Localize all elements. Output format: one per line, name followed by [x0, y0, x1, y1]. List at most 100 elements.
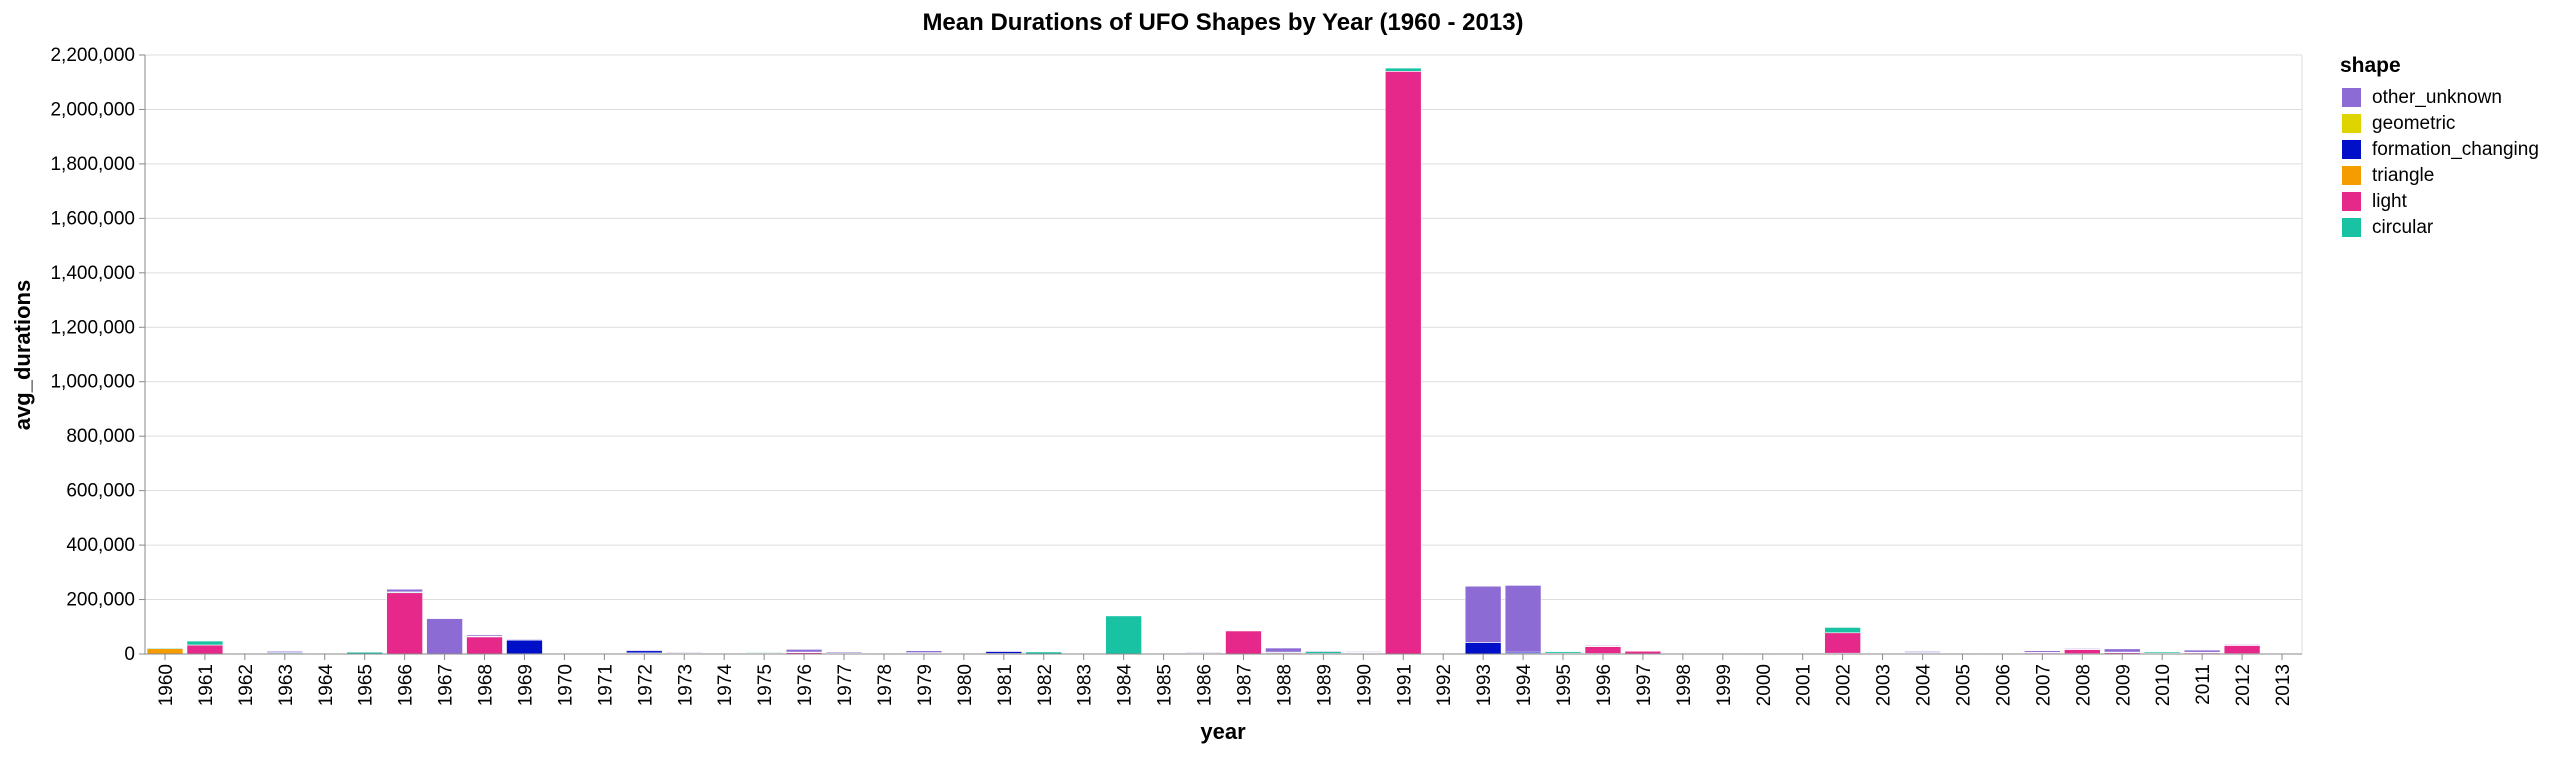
x-tick-label: 1966	[396, 664, 417, 706]
bar-segment-formation_changing-1969	[506, 639, 543, 655]
bar-segment-other_unknown-1993	[1464, 585, 1502, 643]
bar-segment-other_unknown-2008	[2064, 647, 2101, 650]
x-tick-label: 2001	[1794, 664, 1815, 706]
y-tick-label: 600,000	[66, 481, 135, 502]
x-tick-label: 2008	[2073, 664, 2094, 706]
bar-segment-other_unknown-1982	[1025, 650, 1063, 653]
x-tick-label: 1996	[1594, 664, 1615, 706]
x-tick-label: 2010	[2153, 664, 2174, 706]
x-tick-label: 1974	[715, 664, 736, 707]
bar-segment-other_unknown-2013	[2263, 652, 2301, 654]
bar-segment-other_unknown-1978	[865, 651, 903, 653]
legend-label-triangle: triangle	[2372, 165, 2434, 186]
bar-segment-other_unknown-1998	[1664, 651, 1702, 654]
y-tick-label: 1,000,000	[50, 372, 135, 393]
legend-label-light: light	[2372, 191, 2408, 212]
legend-swatch-formation_changing	[2342, 140, 2361, 159]
legend-label-geometric: geometric	[2372, 113, 2455, 134]
bar-segment-other_unknown-1989	[1305, 650, 1342, 652]
x-tick-label: 1994	[1514, 664, 1535, 707]
chart-title: Mean Durations of UFO Shapes by Year (19…	[922, 9, 1523, 36]
bar-segment-other_unknown-2011	[2183, 649, 2221, 653]
x-tick-label: 1993	[1474, 664, 1495, 706]
bar-segment-other_unknown-1965	[346, 651, 383, 653]
x-tick-label: 1983	[1075, 664, 1096, 706]
bar-segment-other_unknown-1968	[466, 634, 503, 637]
x-tick-label: 1972	[635, 664, 656, 706]
bar-segment-other_unknown-1988	[1265, 647, 1302, 653]
bar-segment-other_unknown-2007	[2024, 650, 2061, 653]
legend-swatch-other_unknown	[2342, 88, 2361, 107]
y-tick-label: 1,800,000	[50, 154, 135, 175]
x-tick-label: 1998	[1674, 664, 1695, 706]
x-tick-label: 1975	[755, 664, 776, 706]
y-tick-label: 800,000	[66, 426, 135, 447]
x-tick-label: 1982	[1035, 664, 1056, 706]
x-tick-label: 2011	[2193, 664, 2214, 705]
grid-lines	[145, 54, 2303, 655]
x-tick-label: 1960	[156, 664, 177, 706]
x-tick-label: 1991	[1394, 664, 1415, 706]
bar-segment-other_unknown-1977	[825, 651, 863, 654]
x-tick-label: 1985	[1155, 664, 1176, 706]
bar-segment-other_unknown-2005	[1944, 652, 1981, 654]
bar-segment-other_unknown-1976	[785, 649, 823, 653]
x-tick-label: 1992	[1434, 664, 1455, 706]
bar-segment-other_unknown-2000	[1744, 652, 1782, 654]
axes: 0 200,000 400,000 600,000 800,000 1,000,000 1,…	[50, 45, 2302, 706]
bar-segment-formation_changing-1993	[1464, 642, 1502, 655]
x-tick-label: 2006	[1993, 664, 2014, 706]
x-tick-label: 1968	[476, 664, 497, 706]
bar-segment-light-2008	[2064, 649, 2101, 654]
y-tick-label: 200,000	[66, 590, 135, 611]
bar-segment-other_unknown-1963	[266, 650, 304, 653]
x-tick-label: 1961	[196, 664, 217, 706]
bar-segment-other_unknown-2001	[1784, 651, 1821, 654]
x-tick-label: 1970	[555, 664, 576, 706]
x-tick-label: 2012	[2233, 664, 2254, 706]
x-tick-label: 2004	[1914, 664, 1935, 707]
bar-segment-other_unknown-1979	[905, 650, 943, 653]
x-tick-label: 1973	[675, 664, 696, 706]
x-tick-label: 1995	[1554, 664, 1575, 706]
x-tick-label: 1964	[316, 664, 337, 707]
x-tick-label: 1965	[356, 664, 377, 706]
bar-segment-other_unknown-1985	[1145, 652, 1182, 654]
x-tick-label: 1976	[795, 664, 816, 706]
bar-segment-other_unknown-1999	[1704, 652, 1742, 654]
bar-segment-other_unknown-1967	[426, 618, 463, 655]
x-tick-label: 1981	[995, 664, 1016, 706]
bar-segment-other_unknown-1975	[745, 651, 783, 653]
bar-segment-other_unknown-1969	[506, 638, 543, 641]
bar-segment-other_unknown-1990	[1345, 651, 1382, 653]
legend-swatch-light	[2342, 192, 2361, 211]
x-tick-label: 2002	[1834, 664, 1855, 706]
bar-segment-other_unknown-2006	[1984, 651, 2021, 653]
bar-segment-other_unknown-1961	[186, 640, 224, 642]
bar-segment-other_unknown-1997	[1624, 649, 1662, 652]
legend-swatch-triangle	[2342, 166, 2361, 185]
y-tick-label: 2,000,000	[50, 99, 135, 120]
y-tick-label: 0	[124, 644, 135, 665]
x-tick-label: 1988	[1274, 664, 1295, 706]
x-tick-label: 1986	[1195, 664, 1216, 706]
bar-segment-other_unknown-2012	[2223, 643, 2261, 646]
bar-segment-other_unknown-1972	[626, 649, 663, 652]
bar-segment-other_unknown-1987	[1225, 629, 1262, 631]
bar-segment-other_unknown-2004	[1904, 651, 1941, 653]
x-tick-label: 2007	[2033, 664, 2054, 706]
bar-segment-other_unknown-1974	[705, 652, 743, 654]
x-tick-label: 2005	[1953, 664, 1974, 706]
x-tick-label: 1980	[955, 664, 976, 706]
x-tick-label: 1987	[1234, 664, 1255, 706]
x-tick-label: 1997	[1634, 664, 1655, 706]
bar-segment-other_unknown-2010	[2143, 650, 2181, 653]
bar-segment-light-2002	[1824, 632, 1861, 654]
bar-segment-other_unknown-1981	[985, 650, 1023, 652]
legend-swatch-geometric	[2342, 114, 2361, 133]
bar-segment-triangle-1960	[146, 648, 184, 655]
x-tick-label: 1971	[595, 664, 616, 706]
legend-title: shape	[2340, 54, 2401, 77]
